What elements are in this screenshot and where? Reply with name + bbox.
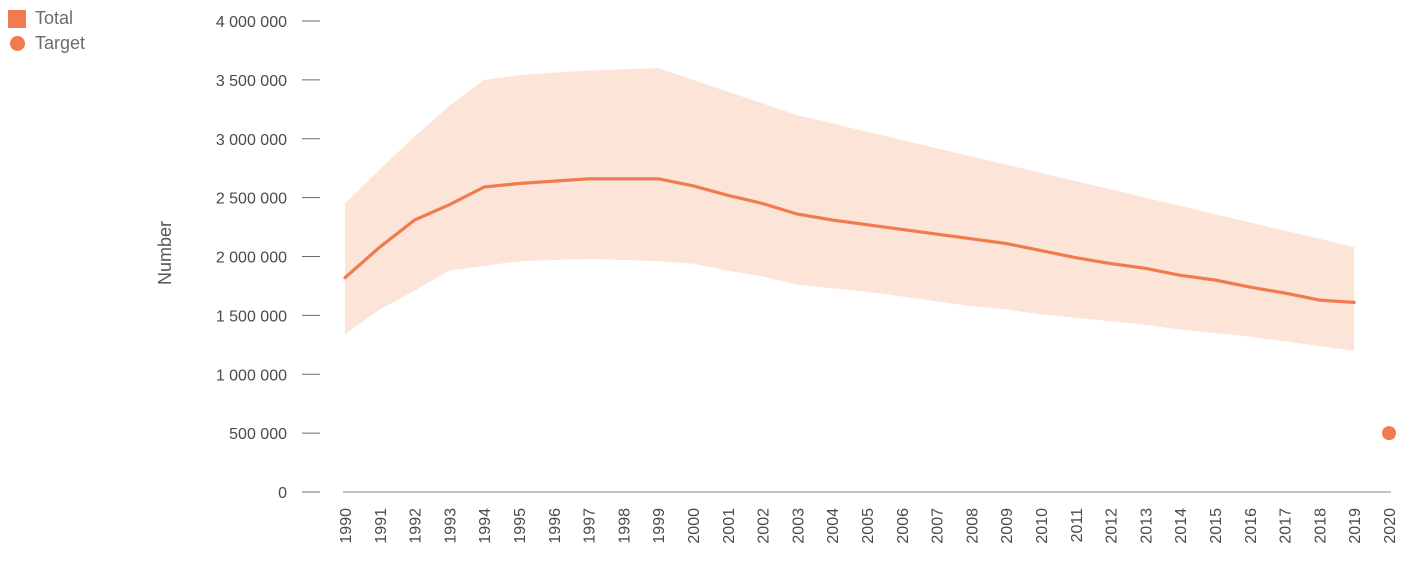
- series-line-total: [343, 177, 1356, 304]
- x-tick-label: 1991: [373, 508, 390, 544]
- y-tick-label: 1 000 000: [216, 367, 287, 384]
- y-tick-label: 2 000 000: [216, 250, 287, 267]
- x-tick-label: 1995: [512, 508, 529, 544]
- x-tick-label: 2013: [1138, 508, 1155, 544]
- legend-swatch-square: [8, 9, 26, 28]
- legend-item-total[interactable]: Total: [8, 6, 85, 31]
- legend-label-total: Total: [35, 8, 74, 28]
- x-tick-label: 2005: [860, 508, 877, 544]
- x-tick-label: 2010: [1034, 508, 1051, 544]
- legend-item-target[interactable]: Target: [8, 31, 85, 56]
- x-tick-label: 2012: [1104, 508, 1121, 544]
- x-tick-label: 1993: [442, 508, 459, 544]
- x-tick-label: 2017: [1278, 508, 1295, 544]
- x-tick-label: 1997: [582, 508, 599, 544]
- y-tick-label: 3 000 000: [216, 132, 287, 149]
- uncertainty-band: [345, 68, 1355, 351]
- x-tick-label: 2016: [1243, 508, 1260, 544]
- y-tick-label: 3 500 000: [216, 73, 287, 90]
- legend-swatch-circle: [10, 36, 25, 51]
- x-tick-label: 2008: [964, 508, 981, 544]
- y-tick-label: 2 500 000: [216, 191, 287, 208]
- y-tick-label: 0: [278, 485, 287, 502]
- x-tick-label: 2018: [1312, 508, 1329, 544]
- x-tick-label: 2006: [895, 508, 912, 544]
- x-tick-label: 2001: [721, 508, 738, 544]
- x-tick-label: 2000: [686, 508, 703, 544]
- x-tick-label: 2019: [1347, 508, 1364, 544]
- y-tick-label: 4 000 000: [216, 14, 287, 31]
- series-layer: [343, 177, 1396, 441]
- y-tick-label: 500 000: [229, 426, 287, 443]
- x-tick-label: 2014: [1173, 508, 1190, 544]
- legend: Total Target: [8, 6, 85, 56]
- target-point: [1382, 426, 1396, 441]
- y-axis: 0 500 000 1 000 000 1 500 000 2 000 000 2 500…: [216, 14, 320, 502]
- x-tick-label: 2009: [999, 508, 1016, 544]
- legend-label-target: Target: [35, 33, 86, 53]
- x-tick-label: 2011: [1069, 508, 1086, 543]
- x-tick-label: 2004: [825, 508, 842, 544]
- x-tick-label: 2002: [756, 508, 773, 544]
- uncertainty-band-layer: [345, 68, 1355, 351]
- x-tick-label: 2003: [790, 508, 807, 544]
- y-tick-label: 1 500 000: [216, 308, 287, 325]
- x-tick-label: 1998: [616, 508, 633, 544]
- x-axis: 1990 1991 1992 1993 1994 1995 1996 1997 1998 1999…: [338, 491, 1399, 544]
- x-tick-label: 1996: [547, 508, 564, 544]
- x-tick-label: 1999: [651, 508, 668, 544]
- x-tick-label: 2020: [1382, 508, 1399, 544]
- x-tick-label: 1994: [477, 508, 494, 544]
- x-tick-label: 1990: [338, 508, 355, 544]
- x-tick-label: 2007: [930, 508, 947, 544]
- x-tick-label: 1992: [408, 508, 425, 544]
- y-axis-title: Number: [155, 221, 175, 285]
- x-tick-label: 2015: [1208, 508, 1225, 544]
